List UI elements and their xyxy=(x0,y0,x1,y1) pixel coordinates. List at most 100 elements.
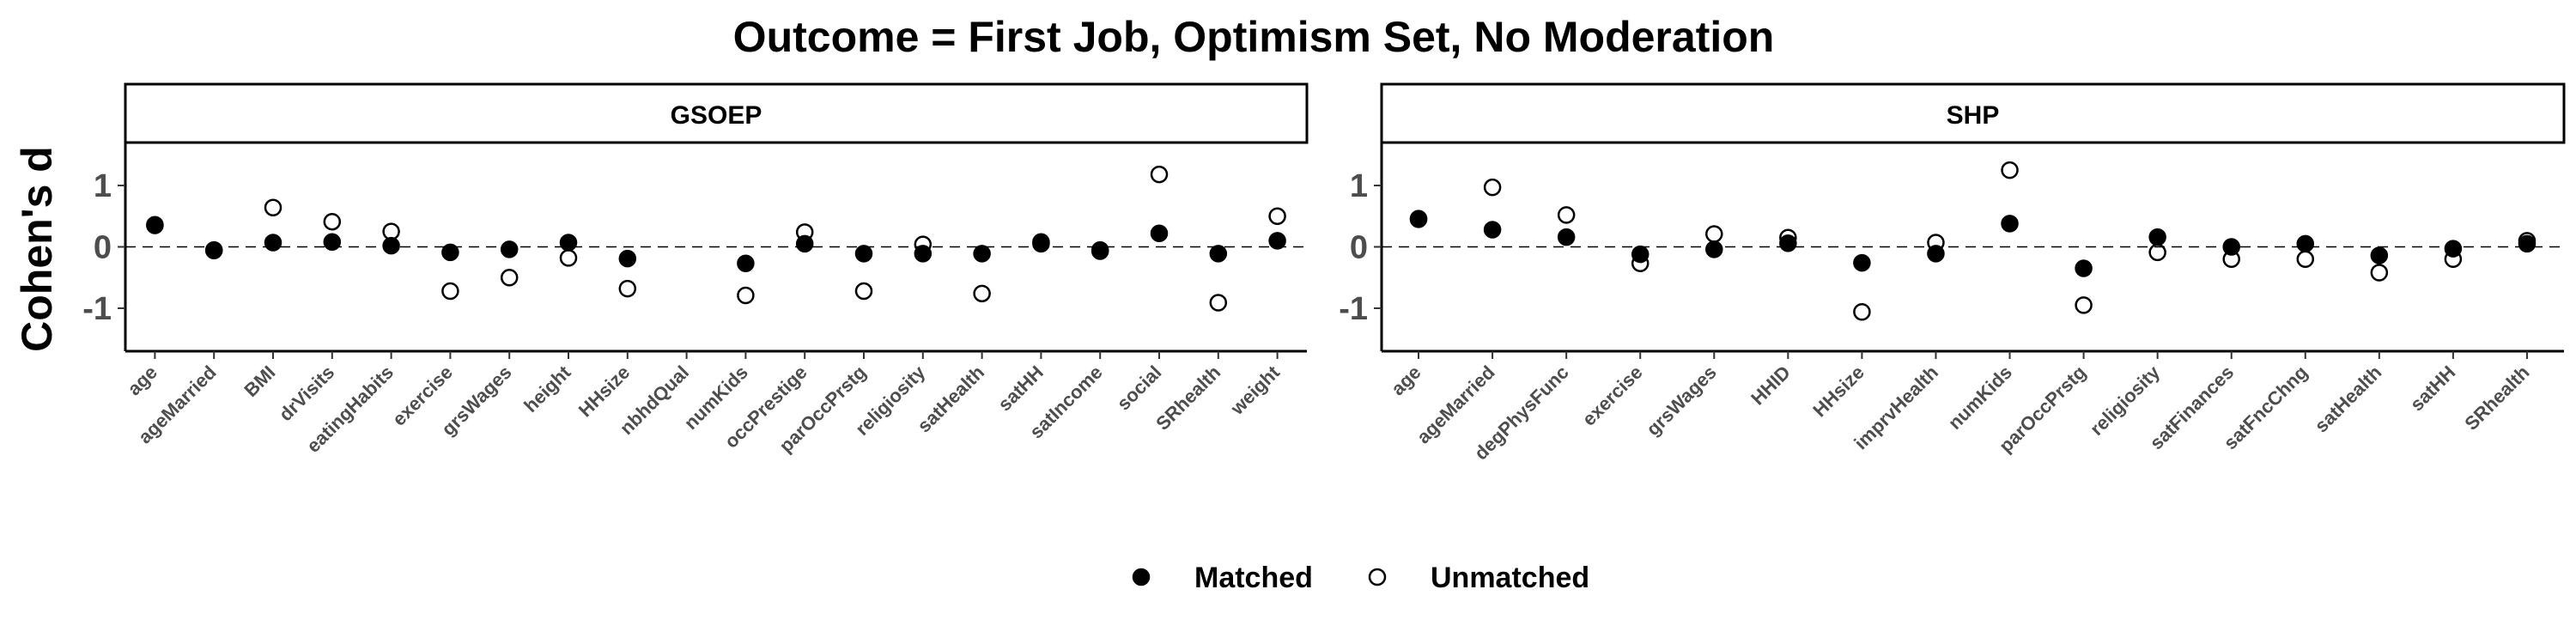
x-tick-label: religiosity xyxy=(2086,361,2165,440)
x-tick-label: age xyxy=(123,361,161,399)
matched-point xyxy=(854,245,873,263)
chart-title: Outcome = First Job, Optimism Set, No Mo… xyxy=(733,13,1775,61)
x-tick-label: social xyxy=(1113,361,1166,415)
unmatched-point xyxy=(1268,207,1286,226)
unmatched-point xyxy=(1209,294,1228,312)
unmatched-point xyxy=(1557,206,1576,224)
matched-point xyxy=(1209,245,1228,263)
unmatched-point xyxy=(2075,296,2093,314)
unmatched-point xyxy=(1631,254,1649,273)
strip-box xyxy=(124,82,1309,144)
unmatched-point xyxy=(382,222,400,240)
unmatched-point xyxy=(2518,232,2537,250)
unmatched-point xyxy=(500,268,519,287)
unmatched-point xyxy=(2222,250,2240,269)
matched-point xyxy=(1631,245,1649,264)
matched-point xyxy=(737,254,755,273)
legend-key-unmatched xyxy=(1368,568,1387,586)
matched-point xyxy=(618,249,637,268)
strip-box xyxy=(1380,82,2566,144)
y-tick-label: 0 xyxy=(94,230,112,266)
matched-point xyxy=(2075,259,2093,277)
legend-label-unmatched: Unmatched xyxy=(1431,562,1589,594)
x-tick-label: age xyxy=(1387,361,1425,399)
unmatched-point xyxy=(2444,250,2463,269)
unmatched-point xyxy=(204,240,223,259)
matched-point xyxy=(1268,232,1286,250)
matched-point xyxy=(1779,234,1797,252)
unmatched-point xyxy=(1409,210,1428,228)
x-tick-label: SRhealth xyxy=(2460,361,2533,434)
y-tick-label: 0 xyxy=(1350,230,1368,266)
x-tick-label: HHsize xyxy=(1808,361,1868,422)
legend-label-matched: Matched xyxy=(1194,562,1313,594)
unmatched-point xyxy=(737,286,755,305)
matched-point xyxy=(2296,234,2315,253)
matched-point xyxy=(2001,215,2019,233)
matched-point xyxy=(914,245,933,263)
unmatched-point xyxy=(973,284,991,303)
x-tick-label: weight xyxy=(1225,361,1284,419)
unmatched-point xyxy=(1779,228,1797,247)
unmatched-point xyxy=(1150,165,1169,184)
matched-point xyxy=(500,240,519,258)
x-tick-label: grsWages xyxy=(1642,361,1720,440)
unmatched-point xyxy=(1483,178,1502,197)
matched-point xyxy=(559,234,578,252)
matched-point xyxy=(264,234,283,252)
unmatched-point xyxy=(1853,303,1871,321)
x-tick-label: HHID xyxy=(1747,361,1795,410)
unmatched-point xyxy=(559,249,578,267)
y-tick-label: -1 xyxy=(82,291,112,327)
unmatched-point xyxy=(2001,161,2019,179)
matched-point xyxy=(2222,238,2240,256)
matched-point xyxy=(1705,240,1723,258)
unmatched-point xyxy=(1032,233,1050,252)
unmatched-point xyxy=(2296,250,2315,269)
y-axis-label: Cohen's d xyxy=(13,146,61,352)
unmatched-point xyxy=(146,216,164,234)
matched-point xyxy=(382,236,400,255)
matched-point xyxy=(2148,228,2166,246)
legend: Matched Unmatched xyxy=(1132,562,1589,594)
matched-point xyxy=(1853,253,1871,272)
unmatched-point xyxy=(323,212,342,231)
unmatched-point xyxy=(1927,234,1945,252)
x-tick-label: satHH xyxy=(993,361,1048,416)
matched-point xyxy=(441,243,459,262)
matched-point xyxy=(323,233,342,252)
x-tick-label: exercise xyxy=(1578,361,1647,430)
matched-point xyxy=(1483,221,1502,239)
unmatched-point xyxy=(441,282,459,301)
unmatched-point xyxy=(1091,240,1109,259)
unmatched-point xyxy=(854,282,873,301)
unmatched-point xyxy=(264,198,283,217)
unmatched-point xyxy=(795,223,814,241)
x-tick-label: BMI xyxy=(240,361,279,401)
x-tick-label: satHH xyxy=(2406,361,2460,416)
legend-key-matched xyxy=(1132,568,1151,586)
unmatched-point xyxy=(618,279,637,298)
strip-label: SHP xyxy=(1947,101,2000,130)
matched-point xyxy=(1150,224,1169,243)
unmatched-point xyxy=(1705,225,1723,243)
unmatched-point xyxy=(2370,264,2389,282)
matched-point xyxy=(2370,246,2389,264)
strip-label: GSOEP xyxy=(671,101,762,130)
x-tick-label: numKids xyxy=(1944,361,2016,434)
x-tick-label: HHsize xyxy=(574,361,635,422)
x-tick-label: satHealth xyxy=(2311,361,2386,437)
matched-point xyxy=(973,245,991,263)
y-tick-label: 1 xyxy=(1350,168,1368,204)
matched-point xyxy=(1557,228,1576,246)
unmatched-point xyxy=(914,235,933,253)
x-tick-label: SRhealth xyxy=(1151,361,1224,434)
y-tick-label: 1 xyxy=(94,168,112,204)
x-tick-label: height xyxy=(519,361,575,416)
y-tick-label: -1 xyxy=(1339,291,1368,327)
unmatched-point xyxy=(2148,243,2166,262)
